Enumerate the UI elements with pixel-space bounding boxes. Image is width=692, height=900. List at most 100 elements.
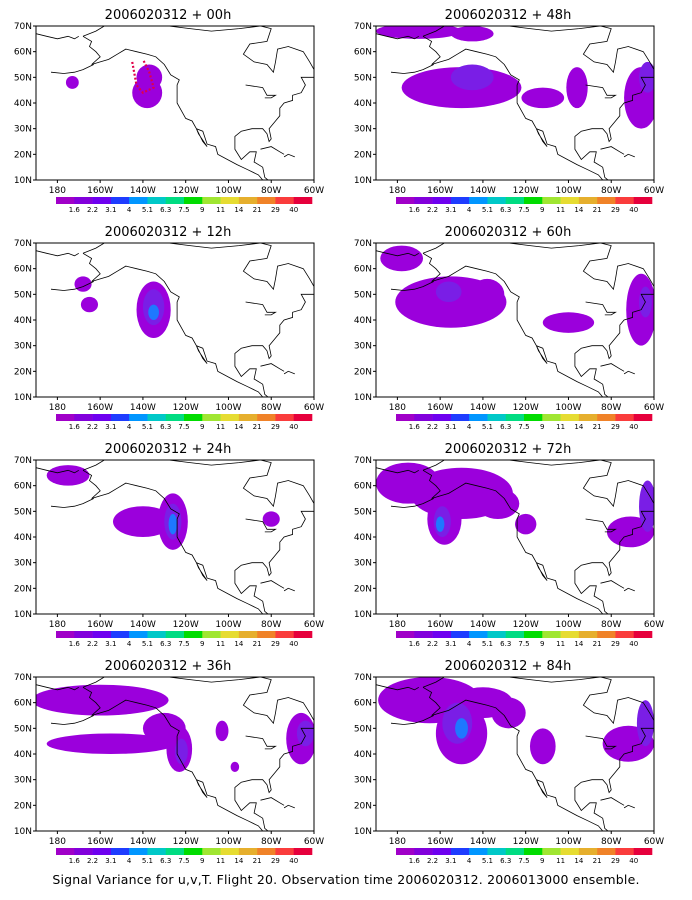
variance-contour — [168, 513, 178, 535]
coastline — [50, 281, 94, 291]
x-tick-label: 120W — [513, 403, 539, 413]
coastline — [623, 370, 635, 375]
variance-contour — [455, 718, 468, 739]
x-tick-label: 120W — [513, 837, 539, 847]
colorbar-label: 4 — [467, 206, 472, 214]
colorbar-label: 40 — [289, 206, 298, 214]
colorbar-swatch — [147, 197, 167, 204]
colorbar-swatch — [560, 631, 580, 638]
coastline — [283, 587, 295, 592]
x-tick-label: 60W — [304, 403, 324, 413]
coastline — [260, 146, 285, 155]
y-tick-label: 40N — [354, 99, 372, 109]
map-panel: 2006020312 + 24h 180 160W 140W 120W 100W 80W 60… — [8, 442, 328, 656]
colorbar-swatch — [469, 197, 488, 204]
colorbar-swatch — [633, 197, 653, 204]
colorbar-label: 9 — [540, 640, 544, 648]
coastline — [82, 677, 314, 831]
coastline — [422, 243, 654, 397]
colorbar-label: 11 — [216, 206, 225, 214]
colorbar-swatch — [396, 631, 415, 638]
y-tick-label: 20N — [14, 150, 32, 160]
x-tick-label: 80W — [261, 186, 281, 196]
x-tick-label: 140W — [470, 620, 496, 630]
panel-title: 2006020312 + 00h — [104, 8, 232, 23]
colorbar-swatch — [615, 848, 635, 855]
x-tick-label: 160W — [87, 837, 113, 847]
y-tick-label: 50N — [354, 724, 372, 734]
colorbar-swatch — [238, 414, 258, 421]
colorbar-swatch — [505, 848, 525, 855]
map-panel: 2006020312 + 00h 180 160W 140W 120W 100W 80W 60… — [8, 8, 328, 222]
colorbar-swatch — [165, 631, 185, 638]
x-tick-label: 140W — [130, 837, 156, 847]
colorbar-swatch — [74, 197, 93, 204]
colorbar-swatch — [432, 631, 452, 638]
x-tick-label: 140W — [130, 620, 156, 630]
y-tick-label: 10N — [14, 827, 32, 837]
colorbar-label: 6.3 — [160, 423, 171, 431]
colorbar-swatch — [129, 848, 148, 855]
x-tick-label: 100W — [555, 620, 581, 630]
colorbar-swatch — [110, 197, 130, 204]
colorbar-swatch — [74, 631, 93, 638]
coastline — [422, 26, 654, 180]
coastline — [50, 64, 94, 74]
x-tick-label: 100W — [555, 837, 581, 847]
variance-contour — [639, 480, 654, 532]
coastline — [260, 797, 285, 806]
map-plot: 180 160W 140W 120W 100W 80W 60W 10N 20N 30N 40N 50N… — [354, 673, 664, 865]
colorbar-swatch — [275, 414, 295, 421]
colorbar-label: 40 — [629, 423, 638, 431]
y-tick-label: 20N — [354, 150, 372, 160]
x-tick-label: 180 — [389, 620, 406, 630]
coastline — [245, 518, 277, 533]
colorbar-label: 7.5 — [518, 640, 529, 648]
map-plot: 180 160W 140W 120W 100W 80W 60W 10N 20N 30N 40N 50N… — [14, 239, 324, 431]
y-tick-label: 70N — [14, 456, 32, 466]
colorbar-swatch — [293, 414, 313, 421]
map-plot: 180 160W 140W 120W 100W 80W 60W 10N 20N 30N 40N 50N… — [354, 456, 664, 648]
colorbar-label: 29 — [611, 206, 620, 214]
colorbar-label: 21 — [593, 423, 602, 431]
colorbar-swatch — [74, 414, 93, 421]
coastline — [36, 684, 80, 691]
y-tick-label: 40N — [14, 533, 32, 543]
y-tick-label: 50N — [14, 507, 32, 517]
colorbar-swatch — [165, 848, 185, 855]
y-tick-label: 60N — [354, 482, 372, 492]
x-tick-label: 60W — [304, 620, 324, 630]
colorbar-label: 29 — [271, 206, 280, 214]
y-tick-label: 70N — [354, 22, 372, 32]
colorbar-swatch — [414, 197, 433, 204]
colorbar-swatch — [110, 631, 130, 638]
variance-contour — [380, 245, 424, 272]
coastline — [36, 250, 80, 257]
colorbar-label: 11 — [556, 206, 565, 214]
variance-contour — [450, 26, 494, 42]
coastline — [422, 677, 654, 831]
colorbar-label: 1.6 — [69, 857, 81, 865]
colorbar-label: 6.3 — [500, 206, 511, 214]
colorbar-swatch — [165, 414, 185, 421]
x-tick-label: 80W — [601, 837, 621, 847]
variance-contour — [542, 312, 595, 333]
colorbar-swatch — [238, 631, 258, 638]
variance-contour — [376, 26, 462, 39]
y-tick-label: 40N — [354, 750, 372, 760]
y-tick-label: 30N — [354, 559, 372, 569]
colorbar-label: 11 — [556, 640, 565, 648]
y-tick-label: 50N — [14, 73, 32, 83]
colorbar-label: 5.1 — [142, 206, 153, 214]
coastline — [82, 460, 314, 614]
colorbar-swatch — [275, 197, 295, 204]
x-tick-label: 180 — [49, 186, 66, 196]
colorbar-label: 3.1 — [105, 423, 116, 431]
variance-contour — [636, 700, 654, 747]
colorbar-swatch — [432, 848, 452, 855]
colorbar-label: 2.2 — [87, 640, 98, 648]
coastline — [390, 715, 434, 725]
colorbar-swatch — [633, 848, 653, 855]
map-plot: 180 160W 140W 120W 100W 80W 60W 10N 20N 30N 40N 50N… — [354, 22, 664, 214]
variance-contour — [521, 87, 565, 109]
